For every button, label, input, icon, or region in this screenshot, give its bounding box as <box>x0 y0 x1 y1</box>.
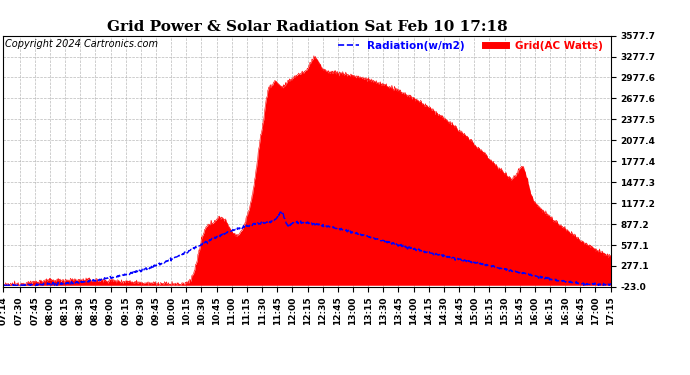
Text: Copyright 2024 Cartronics.com: Copyright 2024 Cartronics.com <box>5 39 157 50</box>
Title: Grid Power & Solar Radiation Sat Feb 10 17:18: Grid Power & Solar Radiation Sat Feb 10 … <box>107 21 507 34</box>
Legend: Radiation(w/m2), Grid(AC Watts): Radiation(w/m2), Grid(AC Watts) <box>337 41 602 51</box>
